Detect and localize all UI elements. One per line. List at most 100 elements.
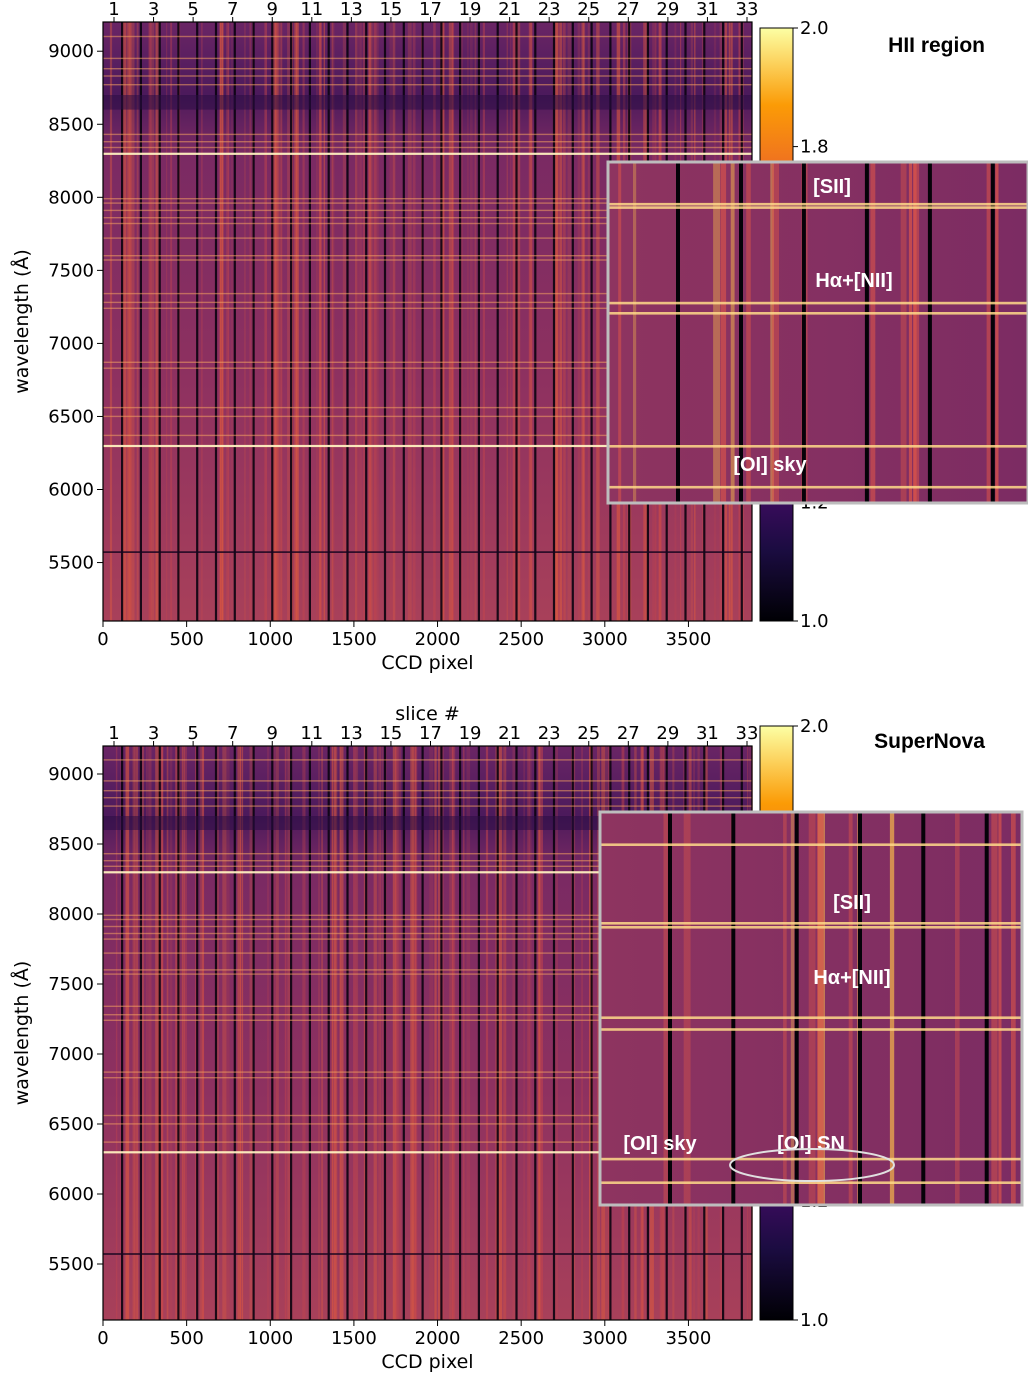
slit-stripe <box>412 746 416 1320</box>
slit-stripe <box>273 746 276 1320</box>
slice-gap <box>552 746 556 1320</box>
sky-line <box>103 434 752 437</box>
x-axis-label: CCD pixel <box>381 1351 473 1373</box>
slit-stripe <box>249 22 252 621</box>
inset-slice-gap <box>676 162 680 503</box>
x-tick-label: 1500 <box>331 629 377 650</box>
inset-zoom: [SII] Hα+[NII] [OI] sky <box>606 160 1028 505</box>
inset-stripe <box>808 812 816 1205</box>
sky-line <box>103 1141 752 1143</box>
inset-stripe <box>1011 812 1016 1205</box>
sky-line <box>103 952 752 954</box>
inset-frame <box>606 160 1028 505</box>
slice-gap <box>383 22 387 621</box>
slit-stripe <box>512 746 516 1320</box>
slit-stripe <box>129 22 132 621</box>
sky-line <box>103 780 752 782</box>
y-axis-label: wavelength (Å) <box>10 961 33 1106</box>
slice-gap <box>233 22 236 621</box>
inset-stripe <box>900 162 907 503</box>
slice-tick-label: 17 <box>419 0 442 20</box>
slit-stripe <box>467 22 469 621</box>
x-tick-label: 0 <box>97 629 108 650</box>
slice-gap <box>590 746 593 1320</box>
slice-tick-label: 9 <box>267 0 278 20</box>
slit-stripe <box>231 22 233 621</box>
slit-stripe <box>474 22 477 621</box>
slit-stripe <box>166 746 169 1320</box>
x-axis-label: CCD pixel <box>381 652 473 674</box>
slit-stripe <box>275 746 279 1320</box>
slit-stripe <box>195 746 197 1320</box>
slit-stripe <box>219 22 222 621</box>
colorbar-tick-label: 2.0 <box>800 716 829 737</box>
inset-stripe <box>986 162 991 503</box>
sky-line <box>103 301 752 304</box>
slit-stripe <box>407 22 412 621</box>
sky-lines <box>103 35 752 553</box>
slit-stripe <box>169 746 173 1320</box>
slit-stripe <box>433 22 436 621</box>
slit-stripe <box>182 746 186 1320</box>
slice-tick-label: 27 <box>617 0 640 20</box>
slice-tick-label: 29 <box>656 723 679 744</box>
y-tick-label: 7000 <box>48 1044 94 1065</box>
slit-stripe <box>392 746 397 1320</box>
slit-stripe <box>287 746 291 1320</box>
sky-line <box>103 255 752 257</box>
slit-stripe <box>342 22 346 621</box>
slice-gap <box>214 22 218 621</box>
slice-gap <box>365 746 368 1320</box>
inset-stripe <box>995 162 999 503</box>
sky-line <box>103 914 752 916</box>
sky-line <box>103 790 752 792</box>
slice-gap <box>196 746 199 1320</box>
slit-stripe <box>154 22 158 621</box>
slit-stripe <box>170 22 173 621</box>
slit-stripe <box>539 746 543 1320</box>
slice-gap <box>477 746 480 1320</box>
inset-stripe <box>746 162 751 503</box>
sky-line <box>103 860 752 862</box>
slit-stripe <box>304 746 306 1320</box>
slit-stripe <box>561 22 564 621</box>
slit-stripe <box>452 22 455 621</box>
inset-stripe <box>618 162 622 503</box>
inset-emission-line <box>600 1028 1022 1031</box>
slit-stripe <box>589 746 591 1320</box>
slit-stripe <box>150 22 155 621</box>
slit-stripe <box>321 746 323 1320</box>
slit-stripe <box>563 22 565 621</box>
y-axis-label: wavelength (Å) <box>10 249 33 394</box>
slice-gap <box>534 746 537 1320</box>
slit-stripe <box>537 746 541 1320</box>
colorbar-tick-label: 1.8 <box>800 137 829 158</box>
sky-line <box>103 969 752 971</box>
sky-line <box>103 932 752 935</box>
slit-stripe <box>438 746 442 1320</box>
slit-stripe <box>541 746 543 1320</box>
inset-annotation-label: [OI] sky <box>733 454 807 476</box>
sky-line <box>103 57 752 60</box>
inset-emission-line <box>600 1157 1022 1161</box>
sky-line <box>103 68 752 70</box>
slice-tick-label: 3 <box>148 723 159 744</box>
slit-stripe <box>220 22 224 621</box>
slit-stripe <box>555 746 558 1320</box>
slit-stripe <box>287 22 290 621</box>
slit-stripe <box>127 22 130 621</box>
slit-stripe <box>589 746 592 1320</box>
slice-tick-label: 13 <box>340 0 363 20</box>
slice-tick-label: 7 <box>227 723 238 744</box>
slit-stripe <box>331 746 333 1320</box>
slice-tick-label: 25 <box>577 0 600 20</box>
slit-stripe <box>339 746 344 1320</box>
slit-stripe <box>240 746 242 1320</box>
sky-line <box>103 925 752 928</box>
slit-stripe <box>166 22 168 621</box>
inset-stripe <box>633 162 637 503</box>
slit-stripe <box>567 22 572 621</box>
inset-stripe <box>870 162 876 503</box>
slit-stripe <box>237 746 242 1320</box>
